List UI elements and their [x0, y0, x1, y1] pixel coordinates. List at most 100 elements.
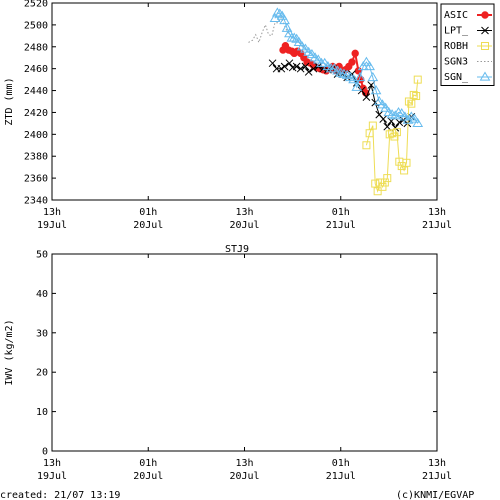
data-point [373, 96, 385, 106]
legend-label: LPT_ [444, 26, 469, 37]
data-point [309, 64, 318, 73]
iwv-xtick-date: 20Jul [133, 471, 163, 482]
data-point [380, 178, 389, 187]
data-point [277, 64, 286, 73]
data-point [383, 174, 392, 183]
ztd-ytick-label: 2500 [24, 20, 48, 31]
iwv-xtick-date: 19Jul [37, 471, 67, 482]
ztd-xtick-date: 20Jul [229, 220, 259, 231]
ztd-series-sgn [269, 7, 424, 128]
data-point [362, 93, 371, 101]
data-point [293, 36, 305, 47]
data-point [365, 129, 374, 138]
data-point [409, 113, 420, 123]
data-point [392, 128, 401, 137]
data-point [274, 8, 286, 18]
data-point [393, 106, 404, 117]
data-point [280, 62, 289, 71]
iwv-ytick-label: 40 [36, 289, 48, 300]
ztd-xtick-label: 13h [428, 207, 446, 218]
ztd-series-sgn3 [248, 16, 311, 53]
data-point [351, 49, 359, 58]
legend-marker [481, 42, 489, 50]
data-point [377, 99, 388, 109]
ztd-series-robh [362, 75, 422, 196]
ztd-y-axis-label: ZTD (mm) [4, 77, 15, 125]
data-point [399, 111, 411, 121]
data-point [367, 71, 379, 82]
data-point [402, 114, 414, 124]
data-point [404, 97, 413, 106]
data-point [367, 81, 376, 89]
data-point [348, 58, 356, 66]
footer-credit: (c)KNMI/EGVAP [396, 490, 474, 500]
data-point [338, 68, 350, 78]
ztd-series-line [248, 16, 311, 53]
data-point [354, 71, 366, 82]
ztd-xtick-date: 20Jul [133, 220, 163, 231]
data-point [312, 54, 324, 64]
ztd-ytick-label: 2520 [24, 0, 48, 10]
iwv-xtick-label: 01h [139, 458, 157, 469]
data-point [348, 74, 359, 84]
iwv-chart: 0 10 20 30 40 50 13h 19Jul 01h 20Jul 13h 20Jul 01h 21… [4, 244, 452, 482]
ztd-xtick-date: 21Jul [326, 220, 356, 231]
ztd-ytick-label: 2400 [24, 130, 48, 141]
iwv-ytick-label: 30 [36, 328, 48, 339]
legend-marker [479, 71, 491, 81]
data-point [296, 64, 305, 73]
iwv-ytick-label: 0 [42, 447, 48, 458]
ztd-ytick-label: 2360 [24, 174, 48, 185]
data-point [383, 122, 392, 131]
data-point [407, 99, 416, 108]
legend-label: SGN3 [444, 57, 468, 68]
data-point [368, 121, 377, 130]
legend-marker [481, 26, 489, 35]
data-point [357, 60, 369, 71]
data-point [364, 60, 375, 71]
data-point [306, 48, 318, 59]
iwv-xtick-label: 13h [235, 458, 253, 469]
data-point [370, 85, 382, 95]
ztd-xtick-date: 21Jul [422, 220, 452, 231]
iwv-xtick-date: 21Jul [422, 471, 452, 482]
data-point [268, 59, 277, 68]
ztd-xtick-label: 01h [139, 207, 157, 218]
legend: ASIC LPT_ ROBH SGN3 SGN_ [440, 3, 495, 86]
data-point [409, 90, 418, 99]
ztd-xtick-label: 13h [43, 207, 61, 218]
legend-label: SGN_ [444, 72, 469, 83]
data-point [319, 57, 331, 67]
data-point [380, 102, 392, 112]
ztd-chart: 2340 2360 2380 2400 2420 2440 2460 2480 2500 2520… [4, 0, 495, 231]
data-point [335, 67, 347, 77]
iwv-xtick-label: 01h [332, 458, 350, 469]
data-point [390, 132, 399, 141]
ztd-xtick-label: 13h [235, 207, 253, 218]
ztd-xtick-date: 19Jul [37, 220, 67, 231]
iwv-plot-frame [51, 253, 438, 452]
data-point [301, 62, 310, 71]
data-point [413, 75, 422, 84]
data-point [402, 158, 411, 167]
iwv-xtick-label: 13h [43, 458, 61, 469]
legend-label: ROBH [444, 41, 468, 52]
data-point [373, 187, 382, 196]
legend-marker [481, 11, 489, 19]
iwv-ytick-label: 50 [36, 250, 48, 261]
iwv-y-axis-label: IWV (kg/m2) [4, 319, 15, 385]
data-point [376, 178, 385, 187]
ztd-ytick-label: 2440 [24, 86, 48, 97]
data-point [269, 12, 281, 22]
iwv-xtick-date: 20Jul [229, 471, 259, 482]
data-point [412, 117, 424, 128]
data-point [400, 166, 409, 175]
iwv-xtick-label: 13h [428, 458, 446, 469]
ztd-ytick-label: 2420 [24, 108, 48, 119]
data-point [272, 7, 283, 17]
legend-label: ASIC [444, 10, 468, 21]
data-point [361, 56, 372, 66]
ztd-ytick-label: 2380 [24, 152, 48, 163]
data-point [362, 141, 371, 150]
